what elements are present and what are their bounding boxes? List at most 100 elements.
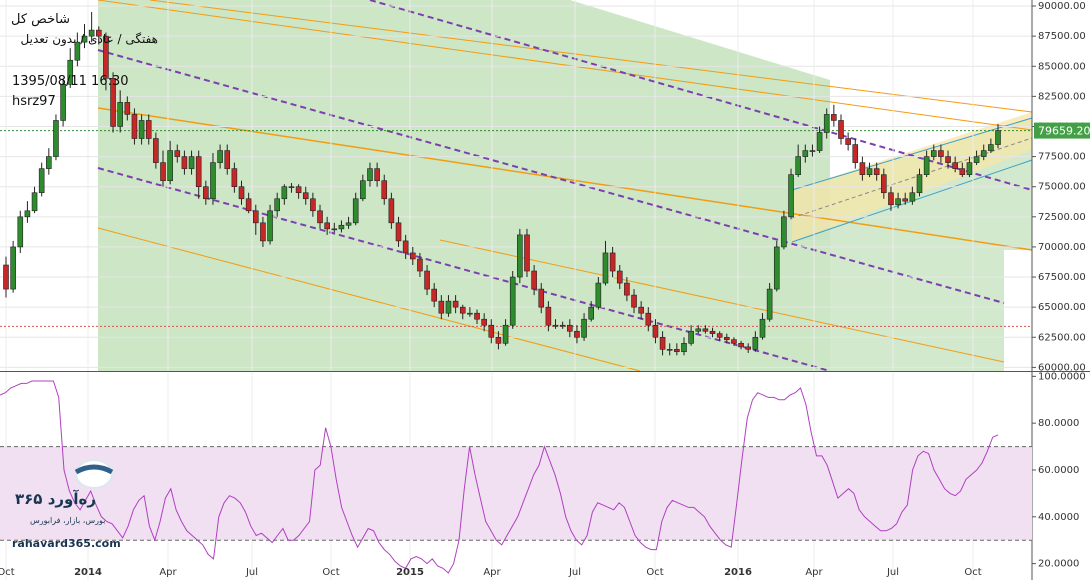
- candle-body: [524, 234, 530, 272]
- candle-body: [3, 264, 9, 290]
- candle-body: [488, 324, 495, 338]
- candle-body: [360, 180, 366, 200]
- candle-body: [531, 270, 537, 290]
- price-axis-tick-label: 67500.00: [1038, 272, 1086, 283]
- time-axis-tick-label: 2014: [74, 567, 102, 578]
- candle-body: [873, 168, 880, 175]
- candle-body: [338, 224, 345, 230]
- candle-body: [888, 192, 894, 206]
- candle-body: [988, 144, 994, 151]
- rsi-band: [0, 446, 1032, 541]
- candle-body: [88, 29, 95, 37]
- candle-body: [809, 150, 816, 152]
- candle-body: [674, 349, 680, 353]
- candle-body: [281, 186, 288, 200]
- candle-body: [831, 114, 837, 121]
- candle-body: [317, 210, 323, 224]
- brand-tagline: بورس، بازار، فرابورس: [30, 516, 106, 525]
- candle-body: [117, 102, 123, 127]
- candle-body: [302, 192, 309, 200]
- price-axis-tick-label: 82500.00: [1038, 91, 1086, 102]
- price-axis-tick-label: 65000.00: [1038, 302, 1086, 313]
- candle-body: [574, 330, 580, 338]
- candle-body: [238, 186, 245, 200]
- time-axis-tick-label: Jul: [245, 567, 258, 578]
- candle-body: [652, 324, 659, 338]
- candle-body: [902, 198, 909, 202]
- candle-body: [866, 168, 873, 175]
- candle-body: [452, 300, 459, 308]
- candle-body: [552, 324, 559, 327]
- time-axis-tick-label: 2015: [396, 567, 424, 578]
- candle-body: [952, 162, 958, 169]
- candle-body: [702, 328, 709, 332]
- candle-body: [731, 339, 737, 344]
- candle-body: [645, 312, 652, 326]
- candle-body: [459, 306, 466, 314]
- candle-body: [938, 150, 944, 157]
- candle-body: [10, 246, 16, 290]
- candle-body: [695, 328, 702, 332]
- candle-body: [980, 150, 987, 157]
- price-axis-tick-label: 62500.00: [1038, 332, 1086, 343]
- regression-channel-main: [98, 0, 830, 371]
- candle-body: [966, 162, 973, 175]
- candle-body: [417, 258, 423, 272]
- candle-body: [17, 216, 24, 248]
- candle-body: [666, 349, 673, 351]
- price-axis-tick-label: 85000.00: [1038, 61, 1086, 72]
- candle-body: [881, 174, 887, 194]
- candle-body: [145, 120, 152, 139]
- candle-body: [310, 198, 316, 212]
- candle-body: [67, 59, 74, 85]
- candle-body: [252, 210, 259, 224]
- candle-body: [267, 210, 273, 242]
- candle-body: [174, 150, 181, 157]
- candle-body: [766, 288, 773, 320]
- candle-body: [945, 156, 951, 163]
- candle-body: [481, 318, 487, 326]
- candle-body: [738, 342, 744, 348]
- candle-body: [295, 186, 302, 194]
- candle-body: [203, 186, 209, 200]
- rsi-axis-tick-label: 60.0000: [1038, 465, 1079, 476]
- price-axis-tick-label: 77500.00: [1038, 152, 1086, 163]
- candle-body: [195, 156, 202, 188]
- symbol-label: hsrz97: [12, 94, 56, 109]
- candle-body: [367, 168, 373, 181]
- time-axis-tick-label: Oct: [322, 567, 339, 578]
- candle-body: [624, 282, 630, 296]
- brand-name: ره‌آورد ۳۶۵: [15, 490, 96, 508]
- candle-body: [659, 336, 666, 350]
- time-axis-tick-label: Jul: [568, 567, 581, 578]
- candle-body: [909, 192, 916, 202]
- candle-body: [773, 246, 780, 290]
- candle-body: [374, 168, 380, 181]
- price-axis-tick-label: 90000.00: [1038, 1, 1086, 12]
- candle-body: [724, 336, 730, 340]
- candle-body: [167, 150, 173, 181]
- price-axis-tick-label: 72500.00: [1038, 212, 1086, 223]
- candle-body: [759, 318, 766, 338]
- datetime-label: 1395/08/11 16:30: [12, 74, 129, 89]
- candle-body: [438, 300, 445, 314]
- candle-body: [388, 198, 395, 224]
- candle-body: [53, 120, 59, 157]
- candle-body: [745, 346, 752, 350]
- candle-body: [995, 130, 1001, 145]
- candle-body: [188, 156, 195, 169]
- candle-body: [31, 192, 38, 212]
- candle-body: [802, 150, 809, 157]
- candle-body: [495, 336, 502, 344]
- candle-body: [46, 156, 52, 169]
- candle-body: [24, 210, 31, 218]
- candle-body: [581, 318, 587, 338]
- candle-body: [153, 138, 159, 163]
- candle-body: [538, 288, 545, 308]
- channel-top-line: [149, 0, 1033, 113]
- rsi-axis-tick-label: 40.0000: [1038, 512, 1079, 523]
- chart-subtitle: هفتگی / عادی / بدون تعدیل: [20, 32, 158, 46]
- price-axis-tick-label: 75000.00: [1038, 182, 1086, 193]
- time-axis-tick-label: Apr: [159, 567, 177, 578]
- price-axis-tick-label: 60000.00: [1038, 362, 1086, 373]
